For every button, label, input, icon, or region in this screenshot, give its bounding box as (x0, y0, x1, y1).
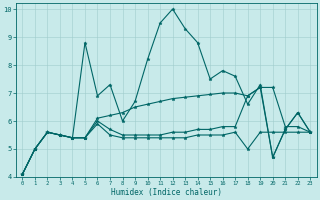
X-axis label: Humidex (Indice chaleur): Humidex (Indice chaleur) (111, 188, 222, 197)
